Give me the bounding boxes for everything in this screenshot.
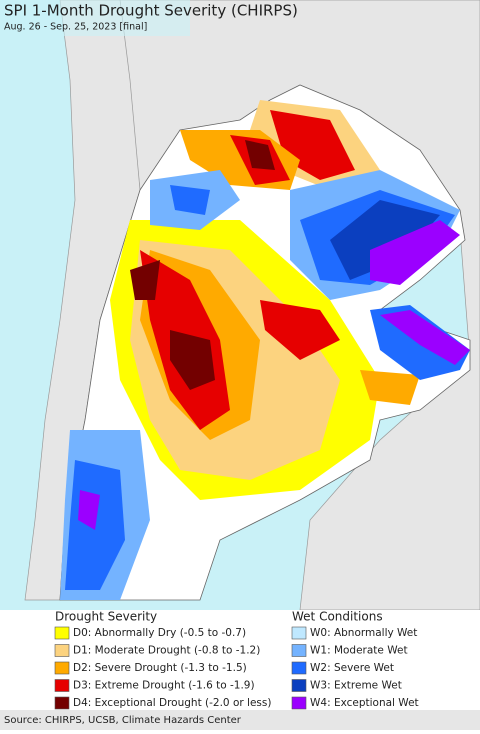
legend-label: D4: Exceptional Drought (-2.0 or less) <box>73 697 271 709</box>
legend-title: Drought Severity <box>55 610 157 624</box>
legend-title: Wet Conditions <box>292 610 383 624</box>
legend-swatch <box>54 679 70 692</box>
legend-label: W2: Severe Wet <box>310 662 394 674</box>
legend-swatch <box>291 626 307 640</box>
legend-swatch <box>54 696 70 710</box>
d4-area <box>170 330 215 390</box>
source: Source: CHIRPS, UCSB, Climate Hazards Ce… <box>4 715 242 726</box>
legend-label: D0: Abnormally Dry (-0.5 to -0.7) <box>73 627 246 639</box>
subtitle: Aug. 26 - Sep. 25, 2023 [final] <box>4 22 147 33</box>
legend-label: W1: Moderate Wet <box>310 645 408 657</box>
title-backdrop <box>0 0 190 36</box>
w2-area <box>170 185 210 215</box>
legend-swatch <box>54 626 70 640</box>
legend-swatch <box>54 644 70 657</box>
d3-area <box>260 300 340 360</box>
legend: Drought Severity D0: Abnormally Dry (-0.5… <box>54 610 419 710</box>
legend-swatch <box>54 661 70 675</box>
legend-label: W3: Extreme Wet <box>310 680 402 692</box>
footer <box>0 710 480 730</box>
d4-area <box>245 140 275 170</box>
w4-area <box>380 310 470 365</box>
legend-label: D2: Severe Drought (-1.3 to -1.5) <box>73 662 247 674</box>
legend-swatch <box>291 679 307 692</box>
d2-area <box>360 370 420 405</box>
legend-panel <box>0 610 480 710</box>
legend-swatch <box>291 661 307 675</box>
d4-area <box>130 260 160 300</box>
legend-label: W4: Exceptional Wet <box>310 697 419 709</box>
w4-area <box>370 220 460 285</box>
legend-swatch <box>291 644 307 657</box>
w3-area <box>330 200 440 280</box>
legend-label: W0: Abnormally Wet <box>310 627 417 639</box>
legend-swatch <box>291 696 307 710</box>
wet-areas <box>60 170 470 600</box>
title: SPI 1-Month Drought Severity (CHIRPS) <box>4 2 298 20</box>
drought-areas <box>110 100 420 500</box>
legend-label: D3: Extreme Drought (-1.6 to -1.9) <box>73 680 255 692</box>
legend-label: D1: Moderate Drought (-0.8 to -1.2) <box>73 645 260 657</box>
w4-area <box>78 490 100 530</box>
